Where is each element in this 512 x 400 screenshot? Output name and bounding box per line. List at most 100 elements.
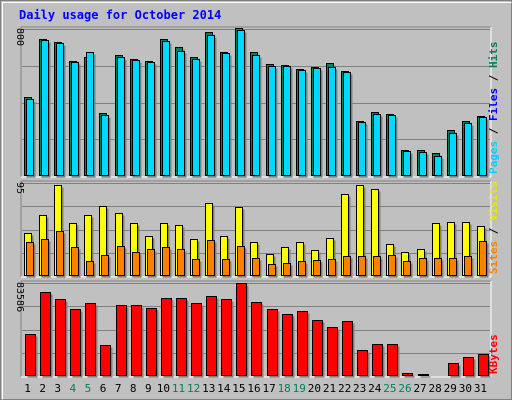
- usage-bar-pages-day-15: [237, 30, 245, 176]
- ytick-visits: 95: [14, 182, 25, 194]
- kbytes-bar-kbytes-day-1: [25, 334, 36, 376]
- xtick-day-17: 17: [262, 382, 275, 395]
- visits-bar-sites-day-26: [403, 261, 411, 276]
- legend-usage: Pages / Files / Hits: [487, 42, 500, 175]
- visits-bar-sites-day-10: [162, 247, 170, 276]
- usage-bar-pages-day-31: [479, 117, 487, 176]
- visits-bar-sites-day-3: [56, 231, 64, 276]
- visits-bar-sites-day-20: [313, 260, 321, 276]
- xtick-day-19: 19: [293, 382, 306, 395]
- visits-bar-sites-day-1: [26, 242, 34, 276]
- visits-bar-sites-day-24: [373, 256, 381, 276]
- usage-bar-pages-day-6: [101, 115, 109, 176]
- kbytes-bar-kbytes-day-23: [357, 350, 368, 376]
- visits-bar-sites-day-16: [252, 258, 260, 276]
- visits-bar-sites-day-6: [101, 255, 109, 276]
- visits-bar-sites-day-21: [328, 259, 336, 276]
- usage-bar-pages-day-8: [132, 60, 140, 176]
- visits-bar-sites-day-2: [41, 239, 49, 276]
- xtick-day-4: 4: [70, 382, 77, 395]
- legend-separator: /: [487, 221, 500, 241]
- usage-bar-pages-day-1: [26, 99, 34, 176]
- usage-bar-pages-day-27: [419, 152, 427, 176]
- chart-title: Daily usage for October 2014: [19, 8, 221, 22]
- visits-bar-sites-day-25: [388, 255, 396, 276]
- xtick-day-26: 26: [398, 382, 411, 395]
- xtick-day-3: 3: [54, 382, 61, 395]
- usage-bar-pages-day-10: [162, 41, 170, 176]
- kbytes-bar-kbytes-day-12: [191, 303, 202, 376]
- kbytes-bar-kbytes-day-24: [372, 344, 383, 376]
- kbytes-bar-kbytes-day-26: [402, 373, 413, 376]
- usage-bar-pages-day-20: [313, 68, 321, 176]
- visits-bar-sites-day-29: [449, 258, 457, 276]
- kbytes-bar-kbytes-day-30: [463, 357, 474, 376]
- visits-bar-sites-day-15: [237, 246, 245, 276]
- usage-bar-pages-day-11: [177, 51, 185, 176]
- usage-bar-pages-day-7: [117, 57, 125, 176]
- kbytes-bar-kbytes-day-5: [85, 303, 96, 376]
- visits-bar-sites-day-17: [268, 264, 276, 276]
- xtick-day-29: 29: [444, 382, 457, 395]
- usage-bar-pages-day-25: [388, 115, 396, 176]
- kbytes-bar-kbytes-day-27: [418, 374, 429, 376]
- usage-bar-pages-day-29: [449, 133, 457, 176]
- ytick-kbytes: 83586: [14, 282, 25, 312]
- usage-bar-pages-day-13: [207, 35, 215, 176]
- visits-bar-sites-day-22: [343, 256, 351, 276]
- visits-bar-sites-day-7: [117, 246, 125, 276]
- xtick-day-31: 31: [474, 382, 487, 395]
- xtick-day-22: 22: [338, 382, 351, 395]
- usage-bar-pages-day-14: [222, 53, 230, 176]
- xtick-day-5: 5: [85, 382, 92, 395]
- xtick-day-23: 23: [353, 382, 366, 395]
- xtick-day-24: 24: [368, 382, 382, 395]
- kbytes-bar-kbytes-day-25: [387, 344, 398, 376]
- kbytes-bar-kbytes-day-4: [70, 309, 81, 376]
- kbytes-bar-kbytes-day-11: [176, 298, 187, 376]
- visits-bar-sites-day-11: [177, 249, 185, 276]
- usage-bar-pages-day-24: [373, 114, 381, 176]
- visits-bar-sites-day-30: [464, 256, 472, 276]
- visits-bar-sites-day-14: [222, 259, 230, 276]
- visits-bar-sites-day-31: [479, 241, 487, 276]
- usage-bar-pages-day-22: [343, 72, 351, 176]
- xtick-day-30: 30: [459, 382, 472, 395]
- legend-visits: Visits: [487, 181, 500, 221]
- xtick-day-25: 25: [383, 382, 396, 395]
- xtick-day-21: 21: [323, 382, 336, 395]
- xtick-day-9: 9: [145, 382, 152, 395]
- usage-bar-pages-day-12: [192, 59, 200, 176]
- kbytes-bar-kbytes-day-20: [312, 320, 323, 376]
- usage-bar-pages-day-21: [328, 67, 336, 176]
- kbytes-bar-kbytes-day-3: [55, 299, 66, 376]
- kbytes-bar-kbytes-day-29: [448, 363, 459, 376]
- kbytes-bar-kbytes-day-14: [221, 299, 232, 376]
- xtick-day-20: 20: [308, 382, 321, 395]
- xtick-day-27: 27: [413, 382, 426, 395]
- kbytes-bar-kbytes-day-18: [282, 314, 293, 376]
- usage-bar-pages-day-23: [358, 122, 366, 176]
- kbytes-bar-kbytes-day-6: [100, 345, 111, 376]
- visits-bar-sites-day-8: [132, 252, 140, 276]
- xtick-day-6: 6: [100, 382, 107, 395]
- kbytes-bar-kbytes-day-26-shadow: [404, 375, 415, 378]
- kbytes-bar-kbytes-day-31: [478, 354, 489, 376]
- usage-bar-pages-day-16: [252, 55, 260, 176]
- visits-bar-sites-day-13: [207, 240, 215, 276]
- visits-bar-sites-day-27: [419, 258, 427, 276]
- xtick-day-18: 18: [278, 382, 291, 395]
- legend-pages: Pages: [487, 141, 500, 174]
- visits-bar-sites-day-12: [192, 259, 200, 276]
- usage-bar-pages-day-28: [434, 156, 442, 176]
- usage-bar-pages-day-5: [86, 52, 94, 176]
- usage-bar-pages-day-3: [56, 43, 64, 176]
- legend-separator: /: [487, 68, 500, 88]
- kbytes-bar-kbytes-day-21: [327, 327, 338, 376]
- xtick-day-15: 15: [232, 382, 245, 395]
- usage-bar-pages-day-19: [298, 70, 306, 176]
- kbytes-bar-kbytes-day-2: [40, 292, 51, 376]
- legend-kbytes: KBytes: [487, 334, 500, 374]
- xtick-day-2: 2: [39, 382, 46, 395]
